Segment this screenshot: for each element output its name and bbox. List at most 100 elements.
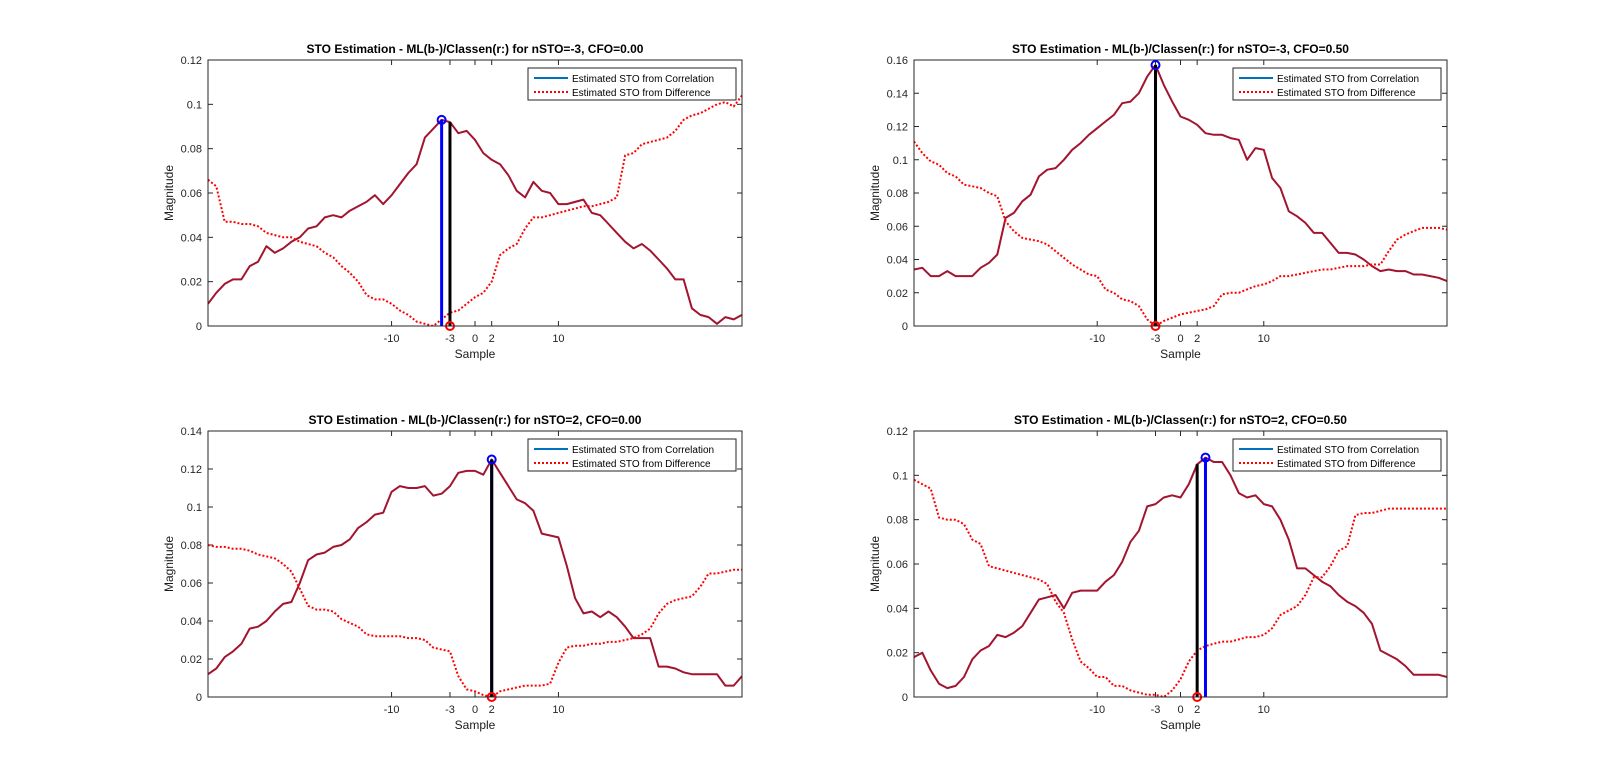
legend-difference-label: Estimated STO from Difference: [572, 459, 711, 470]
y-tick-label: 0.02: [181, 654, 202, 666]
x-tick-label: -10: [1089, 704, 1105, 716]
axes-frame: [207, 59, 743, 327]
chart-title: STO Estimation - ML(b-)/Classen(r:) for …: [307, 42, 644, 56]
y-tick-label: 0.02: [887, 288, 908, 300]
y-tick-label: 0.02: [181, 277, 202, 289]
x-tick-label: 0: [1177, 704, 1183, 716]
y-tick-label: 0.1: [187, 99, 202, 111]
plot-content: [914, 456, 1447, 697]
legend-correlation-label: Estimated STO from Correlation: [572, 445, 714, 456]
y-tick-label: 0.02: [887, 648, 908, 660]
plot-content: [914, 64, 1447, 326]
correlation-metric-line: [208, 118, 742, 325]
x-tick-label: -10: [1089, 333, 1105, 345]
plot-content: [208, 94, 742, 326]
x-tick-label: 0: [472, 333, 478, 345]
x-tick-label: -3: [445, 704, 455, 716]
legend: Estimated STO from Correlation Estimated …: [527, 67, 737, 101]
y-tick-label: 0: [902, 321, 908, 333]
legend: Estimated STO from Correlation Estimated …: [1232, 67, 1442, 101]
axes-frame: [913, 59, 1448, 327]
legend-box: [527, 438, 737, 472]
axes-frame: [207, 430, 743, 698]
x-axis-label: Sample: [1160, 347, 1201, 361]
legend-correlation-label: Estimated STO from Correlation: [572, 74, 714, 85]
y-axis-label: Magnitude: [868, 165, 882, 221]
plot-area: [208, 60, 742, 326]
y-tick-label: 0: [196, 321, 202, 333]
axes-frame: [913, 430, 1448, 698]
legend-difference-label: Estimated STO from Difference: [1277, 88, 1416, 99]
y-axis-label: Magnitude: [868, 536, 882, 592]
legend-correlation-label: Estimated STO from Correlation: [1277, 445, 1419, 456]
x-tick-label: 0: [1177, 333, 1183, 345]
legend-difference-label: Estimated STO from Difference: [1277, 459, 1416, 470]
x-tick-label: -3: [445, 333, 455, 345]
correlation-metric-line: [914, 456, 1447, 690]
correlation-metric-line: [914, 64, 1447, 283]
correlation-peak-marker: [486, 454, 497, 465]
x-axis-label: Sample: [455, 347, 496, 361]
y-tick-label: 0.06: [887, 559, 908, 571]
difference-metric-line: [208, 94, 742, 326]
difference-metric-line: [914, 478, 1447, 697]
x-tick-label: -3: [1151, 704, 1161, 716]
y-tick-label: 0.04: [887, 255, 908, 267]
y-tick-label: 0.08: [887, 188, 908, 200]
x-tick-label: 10: [1258, 704, 1270, 716]
correlation-peak-marker: [436, 114, 447, 125]
y-tick-label: 0.04: [887, 603, 908, 615]
chart-title: STO Estimation - ML(b-)/Classen(r:) for …: [1012, 42, 1349, 56]
y-tick-label: 0.1: [187, 502, 202, 514]
y-tick-label: 0.08: [181, 540, 202, 552]
x-tick-label: 2: [489, 333, 495, 345]
x-axis-label: Sample: [1160, 718, 1201, 732]
correlation-peak-marker: [1150, 59, 1161, 70]
y-tick-label: 0: [902, 692, 908, 704]
legend-correlation-label: Estimated STO from Correlation: [1277, 74, 1419, 85]
y-tick-label: 0.06: [887, 221, 908, 233]
y-tick-label: 0.08: [181, 144, 202, 156]
legend: Estimated STO from Correlation Estimated …: [1232, 438, 1442, 472]
x-tick-label: 2: [489, 704, 495, 716]
x-tick-label: -10: [384, 704, 400, 716]
x-tick-label: -3: [1151, 333, 1161, 345]
y-tick-label: 0: [196, 692, 202, 704]
plot-area: [914, 431, 1447, 697]
difference-metric-line: [914, 140, 1447, 326]
y-tick-label: 0.06: [181, 578, 202, 590]
subplot-top-right: 00.020.040.060.080.10.120.140.16-10 -3 0 2 1…: [868, 42, 1448, 361]
y-tick-label: 0.04: [181, 232, 202, 244]
x-axis-label: Sample: [455, 718, 496, 732]
y-tick-label: 0.08: [887, 515, 908, 527]
x-tick-label: 10: [1258, 333, 1270, 345]
legend-box: [527, 67, 737, 101]
y-axis-label: Magnitude: [162, 165, 176, 221]
plot-area: [208, 431, 742, 697]
subplot-bottom-left: 00.020.040.060.080.10.120.14-10 -3 0 2 10STO…: [162, 413, 743, 732]
legend-box: [1232, 67, 1442, 101]
difference-metric-line: [208, 544, 742, 697]
y-axis-label: Magnitude: [162, 536, 176, 592]
legend-box: [1232, 438, 1442, 472]
plot-content: [208, 458, 742, 697]
y-tick-label: 0.12: [887, 426, 908, 438]
y-tick-label: 0.1: [893, 155, 908, 167]
y-tick-label: 0.12: [887, 122, 908, 134]
y-tick-label: 0.14: [887, 88, 908, 100]
x-tick-label: 10: [552, 333, 564, 345]
x-tick-label: 2: [1194, 333, 1200, 345]
y-tick-label: 0.12: [181, 464, 202, 476]
y-tick-label: 0.1: [893, 470, 908, 482]
plot-area: [914, 60, 1447, 326]
y-tick-label: 0.04: [181, 616, 202, 628]
x-tick-label: -10: [384, 333, 400, 345]
legend-difference-label: Estimated STO from Difference: [572, 88, 711, 99]
x-tick-label: 2: [1194, 704, 1200, 716]
y-tick-label: 0.06: [181, 188, 202, 200]
legend: Estimated STO from Correlation Estimated …: [527, 438, 737, 472]
x-tick-label: 0: [472, 704, 478, 716]
